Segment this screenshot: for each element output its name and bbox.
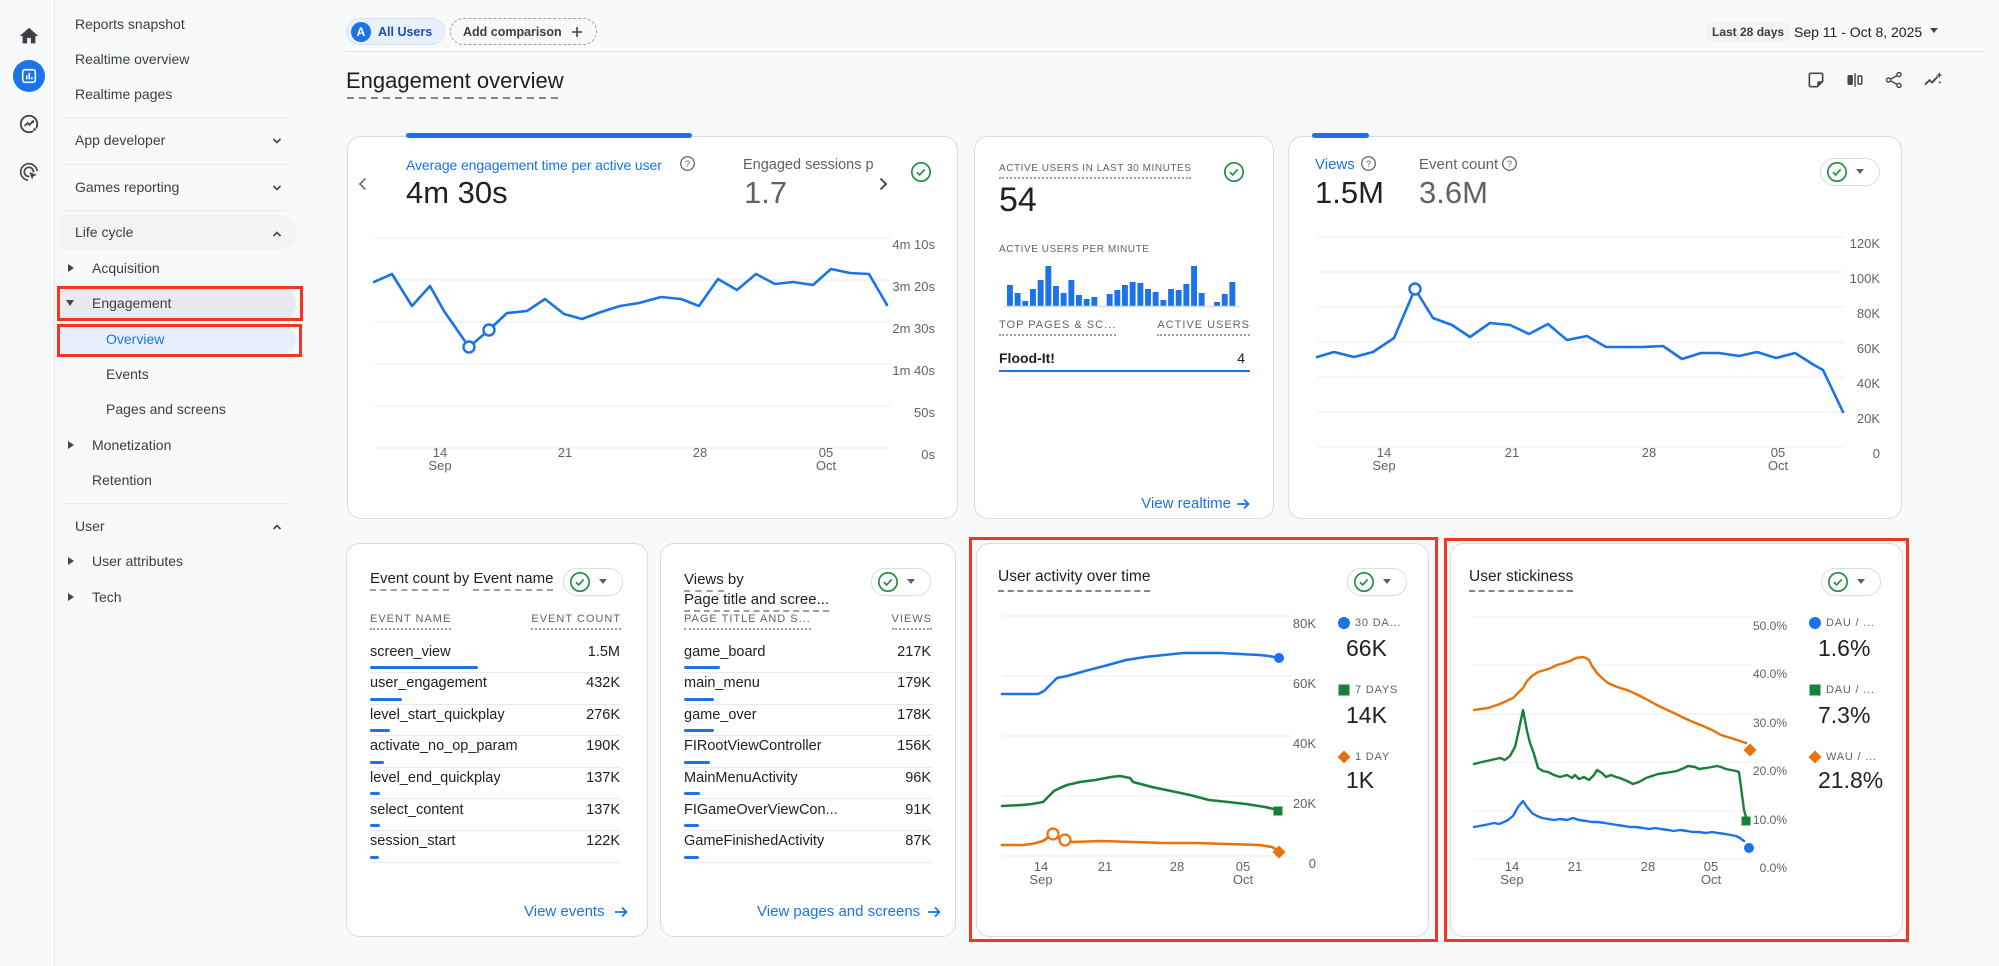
svg-text:0.0%: 0.0% — [1760, 861, 1788, 875]
svg-text:10.0%: 10.0% — [1753, 813, 1787, 827]
svg-text:Sep: Sep — [1029, 872, 1052, 887]
svg-text:0: 0 — [1309, 856, 1316, 871]
svg-text:20.0%: 20.0% — [1753, 764, 1787, 778]
svg-text:28: 28 — [1641, 859, 1655, 874]
svg-text:80K: 80K — [1857, 306, 1880, 321]
svg-text:05: 05 — [819, 445, 833, 460]
svg-text:05: 05 — [1236, 859, 1250, 874]
svg-text:80K: 80K — [1293, 616, 1316, 631]
svg-text:Oct: Oct — [1768, 458, 1789, 473]
svg-text:30.0%: 30.0% — [1753, 716, 1787, 730]
svg-text:Sep: Sep — [1500, 872, 1523, 887]
svg-text:Oct: Oct — [1701, 872, 1722, 887]
svg-text:40K: 40K — [1857, 376, 1880, 391]
svg-text:4m 10s: 4m 10s — [892, 237, 935, 252]
svg-text:0: 0 — [1873, 446, 1880, 461]
svg-text:50.0%: 50.0% — [1753, 619, 1787, 633]
svg-text:Sep: Sep — [428, 458, 451, 473]
svg-text:40.0%: 40.0% — [1753, 667, 1787, 681]
svg-text:14: 14 — [1377, 445, 1391, 460]
svg-text:28: 28 — [1170, 859, 1184, 874]
svg-text:21: 21 — [1568, 859, 1582, 874]
svg-text:21: 21 — [1098, 859, 1112, 874]
svg-text:?: ? — [1507, 159, 1512, 169]
svg-text:20K: 20K — [1293, 796, 1316, 811]
svg-text:?: ? — [685, 159, 690, 169]
svg-text:2m 30s: 2m 30s — [892, 321, 935, 336]
svg-text:14: 14 — [1034, 859, 1048, 874]
svg-text:28: 28 — [1642, 445, 1656, 460]
svg-text:120K: 120K — [1850, 236, 1881, 251]
svg-text:?: ? — [1366, 159, 1371, 169]
svg-text:1m 40s: 1m 40s — [892, 363, 935, 378]
svg-text:Oct: Oct — [1233, 872, 1254, 887]
svg-text:05: 05 — [1771, 445, 1785, 460]
svg-text:3m 20s: 3m 20s — [892, 279, 935, 294]
svg-text:50s: 50s — [914, 405, 935, 420]
svg-text:20K: 20K — [1857, 411, 1880, 426]
svg-text:21: 21 — [1505, 445, 1519, 460]
svg-text:100K: 100K — [1850, 271, 1881, 286]
svg-text:60K: 60K — [1857, 341, 1880, 356]
svg-text:28: 28 — [693, 445, 707, 460]
svg-text:Sep: Sep — [1372, 458, 1395, 473]
svg-text:21: 21 — [558, 445, 572, 460]
svg-text:14: 14 — [1505, 859, 1519, 874]
svg-text:0s: 0s — [921, 447, 935, 462]
svg-text:40K: 40K — [1293, 736, 1316, 751]
svg-text:60K: 60K — [1293, 676, 1316, 691]
svg-text:05: 05 — [1704, 859, 1718, 874]
svg-text:Oct: Oct — [816, 458, 837, 473]
svg-text:14: 14 — [433, 445, 447, 460]
